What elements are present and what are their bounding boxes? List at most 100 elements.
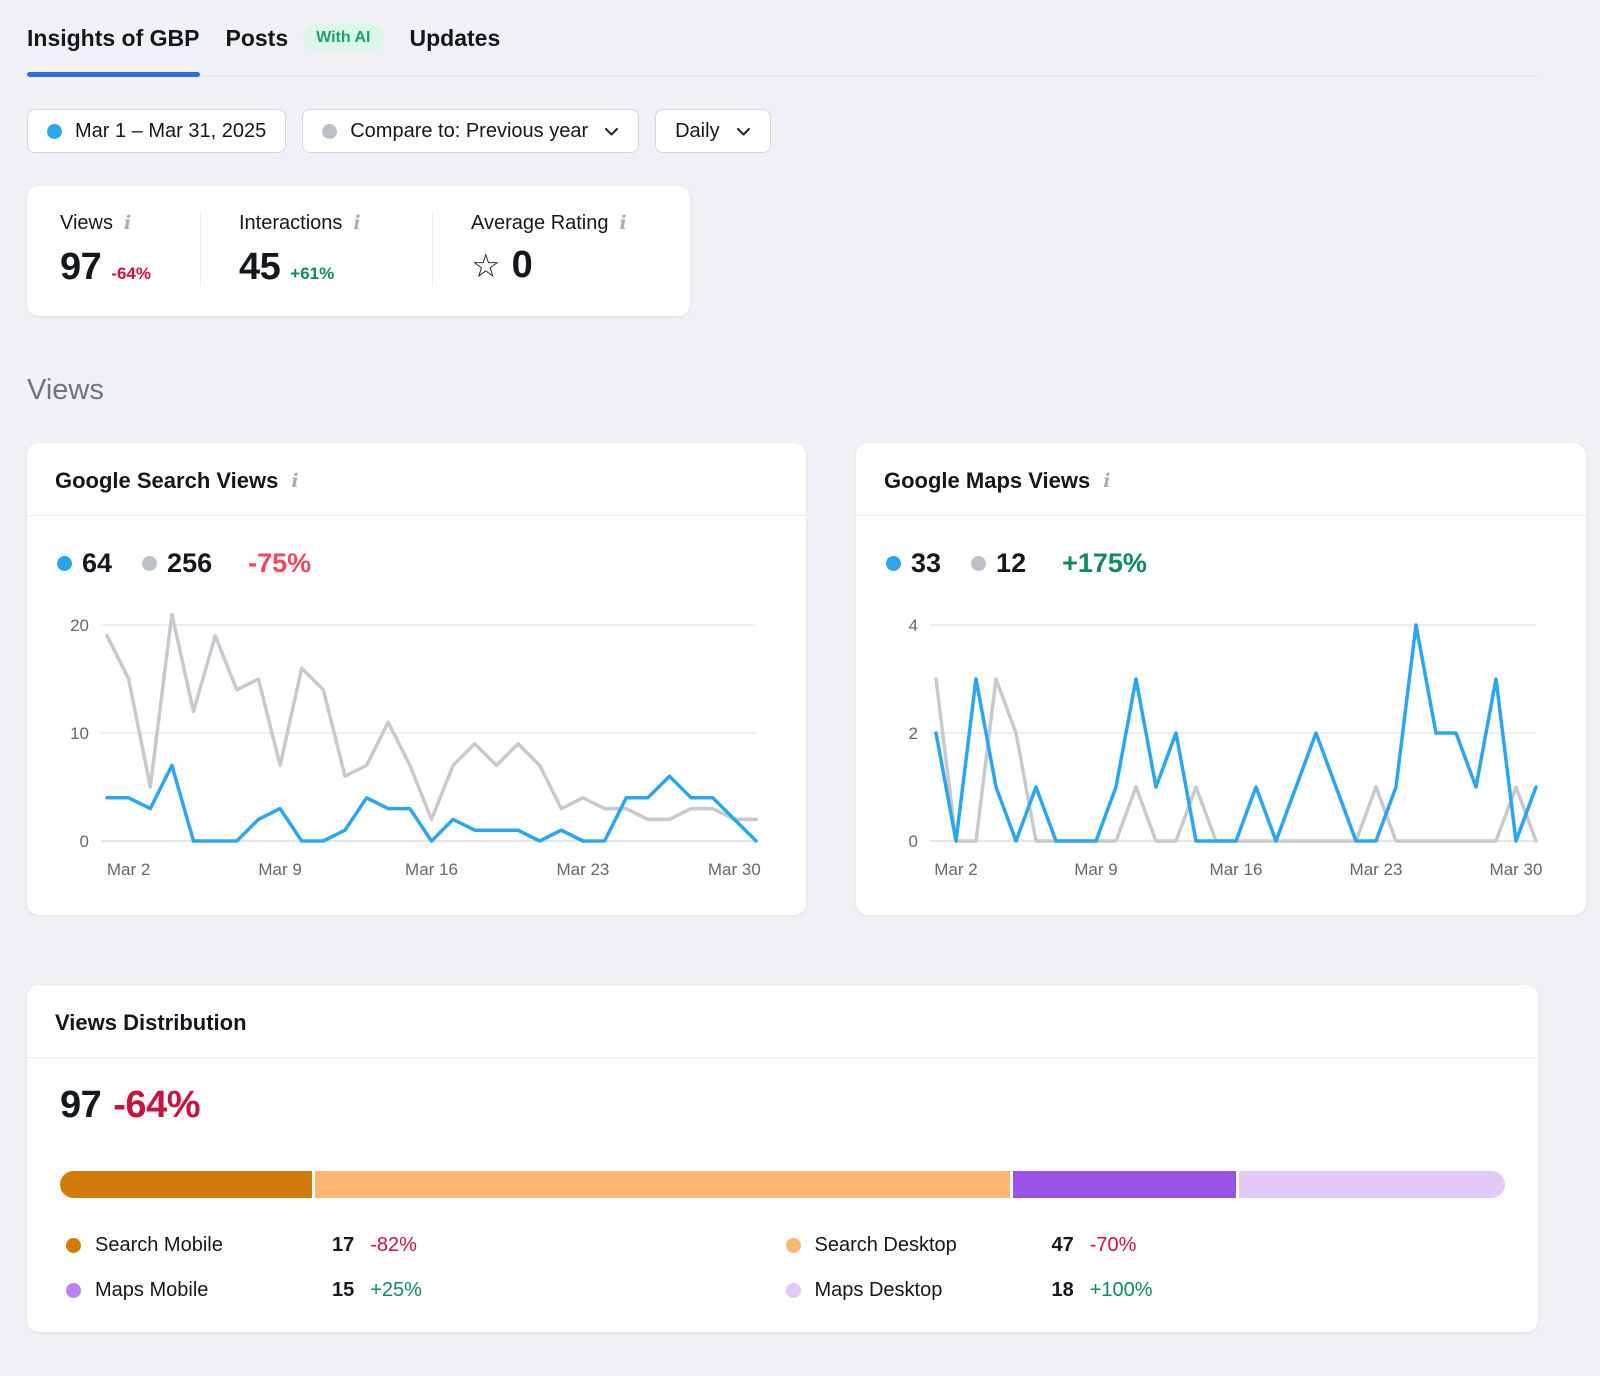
legend-label: Search Desktop	[814, 1234, 957, 1256]
svg-text:Mar 30: Mar 30	[708, 860, 761, 879]
svg-text:4: 4	[909, 616, 918, 635]
views-delta: -64%	[111, 264, 151, 283]
svg-text:Mar 2: Mar 2	[934, 860, 977, 879]
previous-total: 256	[167, 548, 213, 578]
line-chart-canvas: 0 2 4 Mar 2 Mar 9 Mar 16 Mar 23 Mar 30	[909, 616, 1543, 879]
legend-item-search-mobile: Search Mobile 17 -82%	[66, 1234, 786, 1257]
tab-label: Posts	[225, 24, 289, 51]
chart-legend: 33 12 +175%	[856, 516, 1586, 579]
tab-label: Updates	[409, 24, 501, 51]
views-distribution-card: Views Distribution 97 -64% Search Mobile…	[27, 985, 1538, 1332]
bar-segment-maps-mobile	[1013, 1171, 1236, 1198]
series-current-period	[934, 623, 1538, 843]
search-views-line-chart: 0 10 20 Mar 2 Mar 9 Mar 16 Mar 23 Mar 30	[27, 579, 806, 902]
legend-label: Maps Mobile	[95, 1279, 209, 1301]
svg-text:0: 0	[80, 832, 89, 851]
svg-text:Mar 23: Mar 23	[556, 860, 609, 879]
date-range-button[interactable]: Mar 1 – Mar 31, 2025	[27, 109, 287, 153]
maps-views-line-chart: 0 2 4 Mar 2 Mar 9 Mar 16 Mar 23 Mar 30	[856, 579, 1586, 902]
tab-label: Insights of GBP	[27, 24, 200, 51]
legend-value: 18	[1051, 1279, 1074, 1301]
series-previous-year	[105, 612, 758, 822]
svg-text:2: 2	[909, 724, 918, 743]
line-chart-canvas: 0 10 20 Mar 2 Mar 9 Mar 16 Mar 23 Mar 30	[70, 612, 761, 879]
legend-value: 47	[1051, 1234, 1074, 1256]
info-icon[interactable]: i	[353, 212, 361, 234]
rating-summary: Average Rating i ☆ 0	[432, 212, 690, 286]
legend-item-maps-desktop: Maps Desktop 18 +100%	[785, 1279, 1506, 1302]
current-period-dot-icon	[57, 556, 72, 571]
distribution-bar	[60, 1171, 1505, 1198]
legend-delta: -82%	[370, 1234, 417, 1256]
legend-delta: +100%	[1089, 1279, 1153, 1301]
chevron-down-icon	[736, 127, 750, 136]
compare-to-dropdown[interactable]: Compare to: Previous year	[302, 109, 640, 153]
bar-segment-search-mobile	[60, 1171, 312, 1198]
svg-text:0: 0	[909, 832, 918, 851]
previous-period-dot-icon	[971, 556, 987, 571]
svg-text:10: 10	[70, 724, 89, 743]
tab-updates[interactable]: Updates	[410, 25, 501, 75]
info-icon[interactable]: i	[619, 212, 627, 234]
with-ai-badge: With AI	[303, 24, 384, 52]
svg-text:Mar 16: Mar 16	[1210, 860, 1263, 879]
legend-dot-icon	[66, 1283, 81, 1298]
tab-bar: Insights of GBP Posts With AI Updates	[27, 24, 1538, 77]
bar-segment-maps-desktop	[1238, 1171, 1505, 1198]
tab-posts[interactable]: Posts With AI	[226, 24, 384, 75]
legend-dot-icon	[785, 1283, 801, 1298]
filter-bar: Mar 1 – Mar 31, 2025 Compare to: Previou…	[27, 109, 1538, 153]
info-icon[interactable]: i	[124, 212, 132, 234]
info-icon[interactable]: i	[291, 469, 299, 492]
current-total: 33	[911, 548, 942, 578]
summary-card: Views i 97 -64% Interactions i 45 +61% A…	[27, 186, 690, 316]
svg-text:Mar 9: Mar 9	[258, 860, 301, 879]
svg-text:Mar 2: Mar 2	[107, 860, 150, 879]
views-section-title: Views	[27, 374, 104, 406]
views-label: Views	[60, 212, 113, 234]
distribution-total: 97	[60, 1084, 102, 1126]
previous-period-dot-icon	[142, 556, 158, 571]
legend-label: Maps Desktop	[814, 1279, 943, 1301]
legend-dot-icon	[66, 1238, 81, 1253]
granularity-label: Daily	[675, 119, 720, 142]
card-title: Google Maps Views	[884, 468, 1091, 493]
insights-page: Insights of GBP Posts With AI Updates Ma…	[27, 24, 1586, 1332]
date-range-label: Mar 1 – Mar 31, 2025	[75, 119, 267, 142]
chart-delta: -75%	[248, 548, 312, 578]
tab-insights-of-gbp[interactable]: Insights of GBP	[27, 24, 200, 77]
google-maps-views-card: Google Maps Views i 33 12 +175% 0 2 4 Mar 2…	[856, 443, 1586, 915]
card-title: Google Search Views	[55, 468, 279, 493]
card-title: Views Distribution	[55, 1010, 247, 1035]
average-rating-label: Average Rating	[471, 212, 609, 234]
views-value: 97	[60, 246, 102, 288]
info-icon[interactable]: i	[1103, 469, 1111, 492]
rating-value: 0	[511, 244, 533, 286]
interactions-summary: Interactions i 45 +61%	[200, 212, 432, 286]
chart-delta: +175%	[1062, 548, 1147, 578]
interactions-label: Interactions	[239, 212, 343, 234]
current-period-dot-icon	[47, 123, 62, 139]
current-period-dot-icon	[886, 556, 901, 571]
legend-item-maps-mobile: Maps Mobile 15 +25%	[66, 1279, 786, 1302]
distribution-delta: -64%	[113, 1084, 200, 1126]
legend-label: Search Mobile	[95, 1234, 223, 1256]
legend-item-search-desktop: Search Desktop 47 -70%	[785, 1234, 1506, 1257]
granularity-dropdown[interactable]: Daily	[655, 109, 771, 153]
svg-text:Mar 23: Mar 23	[1350, 860, 1403, 879]
legend-dot-icon	[785, 1238, 801, 1253]
chevron-down-icon	[605, 127, 619, 136]
charts-row: Google Search Views i 64 256 -75% 0 10 20 M…	[27, 443, 1586, 915]
legend-value: 15	[332, 1279, 355, 1301]
interactions-value: 45	[239, 246, 281, 288]
legend-delta: +25%	[370, 1279, 422, 1301]
svg-text:20: 20	[70, 616, 89, 635]
star-icon: ☆	[471, 246, 501, 284]
previous-period-dot-icon	[322, 123, 338, 139]
google-search-views-card: Google Search Views i 64 256 -75% 0 10 20 M…	[27, 443, 806, 915]
interactions-delta: +61%	[290, 264, 335, 283]
current-total: 64	[82, 548, 113, 578]
bar-segment-search-desktop	[314, 1171, 1011, 1198]
legend-value: 17	[332, 1234, 355, 1256]
compare-to-label: Compare to: Previous year	[350, 119, 589, 142]
